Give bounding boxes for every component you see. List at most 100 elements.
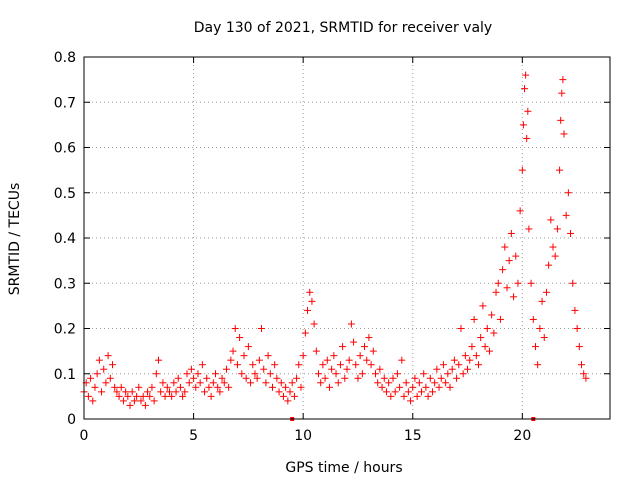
data-point (163, 383, 171, 391)
data-point (534, 361, 542, 369)
data-point (525, 225, 533, 233)
data-point (575, 343, 583, 351)
data-point (343, 365, 351, 373)
data-point (524, 107, 532, 115)
data-point (93, 370, 101, 378)
data-point (288, 379, 296, 387)
data-point (464, 365, 472, 373)
data-point (128, 388, 136, 396)
data-point (496, 315, 504, 323)
data-point (139, 392, 147, 400)
y-tick-label: 0.8 (54, 50, 76, 66)
data-point (273, 374, 281, 382)
data-point (251, 370, 259, 378)
y-tick-label: 0.3 (54, 276, 76, 292)
data-point (371, 370, 379, 378)
data-point (510, 293, 518, 301)
data-point (564, 189, 572, 197)
data-point (437, 374, 445, 382)
data-point (374, 379, 382, 387)
data-point (507, 229, 515, 237)
data-point (133, 392, 141, 400)
data-point (418, 388, 426, 396)
chart-title: Day 130 of 2021, SRMTID for receiver val… (194, 20, 492, 36)
data-point (523, 134, 531, 142)
data-point (277, 379, 285, 387)
data-point (407, 397, 415, 405)
data-point (205, 383, 213, 391)
data-point (549, 243, 557, 251)
data-point (190, 374, 198, 382)
data-point (391, 388, 399, 396)
data-point (282, 383, 290, 391)
data-point (328, 365, 336, 373)
data-point (567, 229, 575, 237)
data-point (209, 379, 217, 387)
data-point (501, 243, 509, 251)
data-point (558, 89, 566, 97)
y-tick-label: 0.6 (54, 141, 76, 157)
data-point (559, 76, 567, 84)
data-point (481, 343, 489, 351)
data-point (485, 347, 493, 355)
data-point (284, 397, 292, 405)
data-point (547, 216, 555, 224)
data-point (319, 361, 327, 369)
y-tick-label: 0.4 (54, 231, 76, 247)
data-point (229, 347, 237, 355)
data-point (380, 374, 388, 382)
data-point (157, 388, 165, 396)
data-point (356, 352, 364, 360)
data-point (540, 334, 548, 342)
data-point (402, 379, 410, 387)
data-point (266, 370, 274, 378)
data-point (483, 325, 491, 332)
data-point (542, 288, 550, 296)
data-point (321, 374, 329, 382)
data-point (387, 392, 395, 400)
data-point (538, 297, 546, 305)
data-point (214, 383, 222, 391)
data-point (573, 325, 581, 332)
data-point (146, 392, 154, 400)
data-point (365, 334, 373, 342)
data-point (361, 343, 369, 351)
data-point (176, 383, 184, 391)
data-point (413, 392, 421, 400)
data-point (325, 383, 333, 391)
data-point (341, 374, 349, 382)
data-point (84, 392, 92, 400)
data-point (293, 374, 301, 382)
data-point (472, 352, 480, 360)
data-point (196, 379, 204, 387)
data-point (141, 401, 149, 409)
data-point (168, 392, 176, 400)
data-point (260, 365, 268, 373)
data-point (363, 356, 371, 364)
data-point (446, 383, 454, 391)
data-point (516, 207, 524, 215)
data-point (490, 329, 498, 337)
data-point (312, 347, 320, 355)
data-point (330, 352, 338, 360)
data-point (264, 352, 272, 360)
data-point (268, 383, 276, 391)
data-point (439, 361, 447, 369)
data-point (345, 356, 353, 364)
data-point (466, 356, 474, 364)
data-point (238, 370, 246, 378)
data-point (499, 266, 507, 274)
data-point (106, 374, 114, 382)
data-point (529, 315, 537, 323)
data-point (350, 338, 358, 346)
y-axis-label: SRMTID / TECUs (7, 183, 23, 296)
data-point (218, 374, 226, 382)
data-point (422, 383, 430, 391)
data-point (580, 370, 588, 378)
data-point (304, 306, 312, 314)
data-point (242, 374, 250, 382)
data-point (494, 279, 502, 287)
data-point (130, 397, 138, 405)
data-point (91, 383, 99, 391)
data-point (551, 252, 559, 260)
